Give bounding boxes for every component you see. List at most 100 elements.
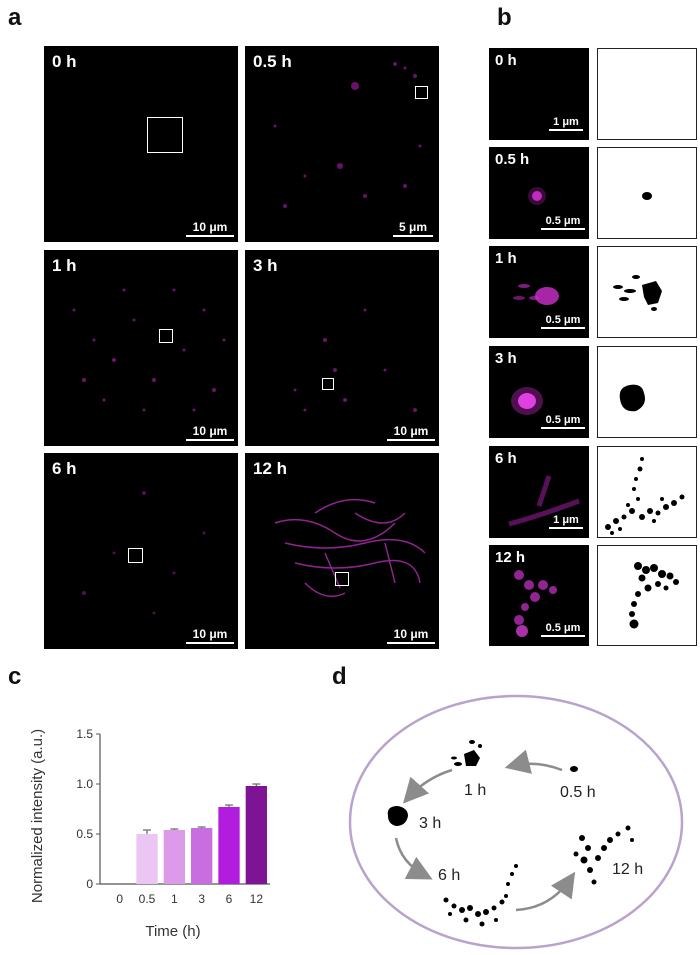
- scale-bar: 10 μm: [186, 220, 234, 237]
- segmentation-0h: [597, 48, 697, 140]
- segmented-mask: [629, 562, 679, 629]
- scale-label: 0.5 μm: [545, 215, 581, 227]
- bar-0.5: [136, 834, 158, 884]
- label-6h: 6 h: [438, 867, 460, 884]
- roi-box: [335, 572, 349, 586]
- scale-label: 10 μm: [192, 424, 228, 438]
- scale-label: 10 μm: [393, 424, 429, 438]
- roi-box: [322, 378, 334, 390]
- time-label: 3 h: [495, 350, 517, 367]
- mask-6h: [443, 864, 518, 927]
- y-tick-label: 1.0: [76, 777, 93, 791]
- y-tick-label: 0.5: [76, 827, 93, 841]
- panel-label-d: d: [332, 663, 347, 690]
- scale-label: 10 μm: [192, 220, 228, 234]
- mask-1h: [451, 740, 482, 766]
- roi-box: [159, 329, 173, 343]
- fluorescence-signal: [72, 288, 226, 412]
- scale-bar: 5 μm: [393, 220, 433, 237]
- time-label: 12 h: [253, 459, 288, 478]
- zoom-3h: 3 h 0.5 μm: [489, 346, 589, 438]
- scale-bar: 10 μm: [387, 627, 435, 644]
- zoom-0h: 0 h 1 μm: [489, 48, 589, 140]
- x-tick-label: 0.5: [139, 892, 156, 906]
- time-label: 0.5 h: [253, 52, 292, 71]
- time-label: 6 h: [52, 459, 77, 478]
- fluorescence-signal: [82, 491, 206, 615]
- segmentation-6h: [597, 446, 697, 538]
- time-label: 6 h: [495, 450, 517, 467]
- zoom-6h: 6 h 1 μm: [489, 446, 589, 538]
- cell-outline: [348, 694, 684, 950]
- time-label: 0 h: [52, 52, 77, 71]
- bar-1: [163, 830, 185, 884]
- segmentation-0.5h: [597, 147, 697, 239]
- time-label: 1 h: [52, 256, 77, 275]
- error-bar-3: [197, 826, 206, 828]
- x-tick-label: 0: [116, 892, 123, 906]
- fluorescence-signal: [293, 308, 417, 412]
- scale-label: 0.5 μm: [545, 622, 581, 634]
- scale-bar: 1 μm: [549, 116, 583, 131]
- bar-chart: 0 0.5 1.0 1.5 0 0.5 1 3 6 12 Time (h) Normalized…: [29, 727, 270, 940]
- zoom-0.5h: 0.5 h 0.5 μm: [489, 147, 589, 239]
- zoom-12h: 12 h 0.5 μm: [489, 545, 589, 646]
- arrow-6h-to-12h: [515, 871, 576, 912]
- bars: [136, 783, 267, 884]
- fluorescence-signal: [528, 187, 546, 205]
- y-axis-title: Normalized intensity (a.u.): [29, 729, 46, 903]
- error-bar-1: [170, 828, 179, 830]
- scale-bar: 10 μm: [387, 424, 435, 441]
- arrows: [394, 749, 576, 912]
- fluorescence-signal: [513, 284, 559, 305]
- scale-label: 1 μm: [553, 514, 579, 526]
- micrograph-12h: 12 h 10 μm: [245, 453, 439, 649]
- micrograph-3h: 3 h 10 μm: [245, 250, 439, 446]
- x-tick-labels: 0 0.5 1 3 6 12: [116, 892, 263, 906]
- label-3h: 3 h: [419, 815, 441, 832]
- scale-label: 10 μm: [192, 627, 228, 641]
- scale-label: 0.5 μm: [545, 414, 581, 426]
- error-bar-12: [252, 783, 261, 786]
- micrograph-0.5h: 0.5 h 5 μm: [245, 46, 439, 242]
- label-1h: 1 h: [464, 782, 486, 799]
- bar-3: [191, 828, 213, 884]
- fluorescence-signal: [511, 387, 543, 415]
- label-0.5h: 0.5 h: [560, 784, 596, 801]
- time-label: 0 h: [495, 52, 517, 69]
- segmented-mask: [605, 457, 685, 535]
- error-bar-0.5: [143, 829, 151, 834]
- scale-bar: 10 μm: [186, 627, 234, 644]
- chart-axes: [99, 734, 270, 885]
- scale-bar: 0.5 μm: [541, 314, 585, 329]
- x-axis-title: Time (h): [145, 923, 200, 940]
- scale-label: 10 μm: [393, 627, 429, 641]
- bar-6: [218, 807, 240, 884]
- segmented-mask: [619, 384, 645, 412]
- time-label: 3 h: [253, 256, 278, 275]
- mask-0.5h: [570, 766, 578, 772]
- scale-bar: 1 μm: [549, 514, 583, 529]
- panel-label-c: c: [8, 663, 22, 690]
- segmented-mask: [613, 275, 662, 311]
- error-bar-6: [225, 804, 233, 807]
- fluorescence-signal: [514, 570, 557, 637]
- micrograph-1h: 1 h 10 μm: [44, 250, 238, 446]
- arrow-1h-to-3h: [402, 768, 453, 804]
- scale-bar: 0.5 μm: [541, 215, 585, 230]
- fluorescence-signal: [508, 475, 580, 527]
- zoom-1h: 1 h 0.5 μm: [489, 246, 589, 338]
- label-12h: 12 h: [612, 861, 643, 878]
- scale-label: 0.5 μm: [545, 314, 581, 326]
- trajectory-diagram: 0.5 h 1 h 3 h 6 h 12 h: [348, 694, 684, 950]
- mask-3h: [387, 806, 408, 826]
- bar-12: [245, 786, 267, 884]
- y-tick-label: 0: [86, 877, 93, 891]
- roi-box: [147, 117, 183, 153]
- scale-bar: 0.5 μm: [541, 622, 585, 637]
- micrograph-6h: 6 h 10 μm: [44, 453, 238, 649]
- arrow-0.5h-to-1h: [504, 749, 563, 774]
- scale-label: 1 μm: [553, 116, 579, 128]
- fluorescence-signal: [274, 498, 426, 598]
- scale-bar: 10 μm: [186, 424, 234, 441]
